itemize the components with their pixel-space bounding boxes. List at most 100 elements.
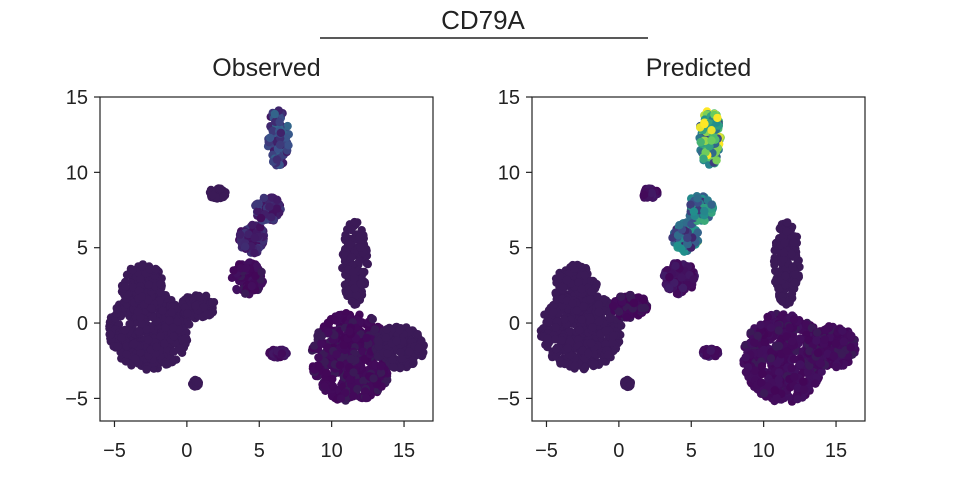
data-point [678, 283, 688, 293]
data-point [317, 339, 326, 348]
cluster-small-a [639, 184, 662, 202]
data-point [353, 384, 362, 394]
data-point [614, 307, 624, 316]
data-point [138, 262, 147, 271]
data-point [374, 337, 383, 346]
data-point [168, 323, 178, 332]
data-point [241, 242, 250, 251]
data-point [772, 342, 781, 351]
data-point [774, 368, 784, 377]
data-point [137, 319, 147, 328]
data-point [137, 292, 146, 301]
panel-title: Predicted [646, 54, 752, 82]
x-tick-label: −5 [103, 440, 126, 462]
data-point [413, 330, 422, 339]
data-point [787, 337, 797, 346]
data-point [559, 282, 568, 291]
data-point [813, 348, 823, 358]
data-point [805, 361, 814, 370]
data-point [639, 190, 649, 199]
data-point [161, 360, 171, 369]
data-point [831, 339, 840, 348]
data-point [584, 349, 593, 358]
data-point [790, 278, 799, 287]
data-point [145, 265, 154, 274]
data-point [368, 315, 377, 324]
y-tick-label: 10 [66, 162, 88, 184]
data-point [360, 387, 370, 396]
data-point [839, 337, 848, 346]
data-point [275, 140, 285, 149]
data-point [167, 308, 176, 317]
data-point [787, 363, 796, 373]
data-point [185, 320, 194, 329]
data-point [565, 327, 574, 336]
data-point [782, 332, 791, 341]
data-point [629, 298, 638, 308]
x-tick-label: 5 [686, 440, 697, 462]
cluster-mid-arm [668, 218, 703, 256]
x-tick-label: 15 [393, 440, 415, 462]
cluster-right-main [739, 309, 828, 406]
data-point [173, 317, 182, 326]
x-tick-label: 10 [321, 440, 343, 462]
data-point [568, 299, 577, 308]
data-point [121, 282, 130, 291]
y-tick-label: 15 [66, 87, 88, 109]
data-point [161, 323, 170, 332]
data-point [376, 362, 386, 371]
data-point [799, 385, 809, 394]
data-point [586, 339, 596, 348]
data-point [756, 320, 765, 329]
cluster-left-small [188, 375, 203, 391]
cluster-bcell-top [263, 106, 293, 170]
cluster-left-blob-top [551, 260, 601, 316]
data-point [696, 137, 705, 147]
data-point [256, 222, 265, 232]
cluster-right-stalk [338, 217, 372, 309]
data-point [707, 126, 716, 135]
data-point [838, 326, 847, 335]
data-point [392, 336, 401, 346]
data-point [763, 312, 772, 322]
data-point [774, 326, 783, 335]
data-point [354, 257, 364, 266]
data-point [396, 348, 405, 357]
cluster-right-side [803, 322, 860, 372]
data-point [605, 314, 614, 323]
data-point [219, 192, 228, 202]
data-point [577, 315, 586, 324]
data-point [259, 193, 269, 203]
data-point [156, 288, 166, 297]
data-point [268, 126, 277, 136]
data-point [208, 190, 217, 200]
data-point [821, 325, 831, 334]
data-point [560, 315, 569, 324]
data-point [580, 363, 590, 372]
data-point [328, 382, 338, 391]
data-point [229, 266, 238, 275]
data-point [272, 204, 282, 213]
data-point [647, 188, 656, 198]
data-point [349, 267, 358, 277]
data-point [131, 354, 140, 364]
data-point [136, 274, 145, 284]
y-tick-label: −5 [65, 388, 88, 410]
data-point [121, 357, 130, 366]
data-point [156, 280, 165, 289]
data-point [133, 307, 143, 316]
plot-frame [99, 96, 434, 422]
data-point [750, 338, 759, 347]
data-point [588, 323, 597, 332]
data-point [120, 325, 130, 335]
data-point [741, 367, 751, 377]
data-point [575, 326, 584, 335]
data-point [707, 200, 716, 209]
x-tick-label: −5 [535, 440, 558, 462]
data-point [272, 155, 282, 164]
data-point [782, 227, 791, 236]
data-point [699, 154, 708, 163]
data-point [250, 233, 259, 243]
data-point [560, 359, 569, 369]
